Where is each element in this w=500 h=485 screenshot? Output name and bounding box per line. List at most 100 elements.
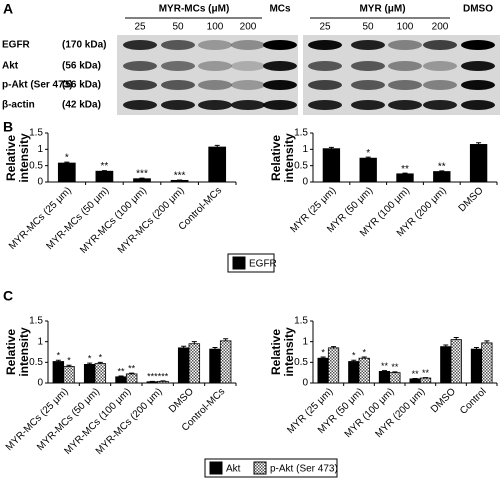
dose-label: 25	[134, 22, 146, 33]
blot-band	[231, 100, 265, 110]
blot-band	[123, 61, 157, 71]
blot-band	[161, 40, 195, 50]
bar	[115, 376, 127, 384]
blot-band	[388, 100, 422, 110]
blot-band	[231, 61, 265, 71]
significance-label: **	[438, 162, 446, 173]
error-bar	[328, 146, 334, 149]
significance-label: **	[381, 361, 389, 371]
protein-label: p-Akt (Ser 473)	[2, 80, 73, 91]
blot-band	[198, 80, 232, 90]
error-bar	[101, 170, 107, 172]
error-bar	[55, 359, 61, 362]
error-bar	[476, 142, 482, 145]
x-tick-label: MYR-MCs (25 μm)	[7, 185, 74, 252]
bar	[358, 357, 370, 384]
error-bar	[443, 344, 449, 347]
x-tick-label: DMSO	[429, 386, 458, 415]
blot-band	[308, 80, 342, 90]
bar	[57, 162, 76, 183]
bar	[481, 342, 493, 384]
legend-label: p-Akt (Ser 473)	[270, 464, 338, 475]
error-bar	[129, 372, 135, 374]
dose-label: 200	[432, 22, 449, 33]
size-label: (170 kDa)	[62, 40, 106, 51]
significance-label: *	[57, 351, 61, 361]
bar	[63, 366, 75, 384]
y-tick-label: 0	[302, 177, 308, 188]
group-title: MYR (μM)	[359, 4, 405, 15]
significance-label: *	[88, 354, 92, 364]
blot-band	[161, 80, 195, 90]
significance-label: *	[352, 351, 356, 361]
dose-label: 50	[172, 22, 184, 33]
legend-swatch	[253, 461, 267, 475]
blot-band	[308, 61, 342, 71]
blot-band	[388, 40, 422, 50]
blot-band	[461, 80, 495, 90]
dose-label: 50	[362, 22, 374, 33]
error-bar	[392, 371, 398, 373]
bar	[440, 346, 452, 384]
blot-band	[388, 80, 422, 90]
significance-label: **	[101, 161, 109, 172]
blot-band	[231, 40, 265, 50]
blot-band	[263, 61, 297, 71]
legend-label: Akt	[226, 464, 241, 475]
dose-label: 200	[240, 22, 257, 33]
y-axis-label: Relative intensity	[269, 327, 296, 377]
panel-label: B	[3, 119, 13, 135]
error-bar	[320, 356, 326, 359]
dose-label: 25	[319, 22, 331, 33]
dose-label: 100	[207, 22, 224, 33]
y-axis-label: Relative intensity	[269, 132, 296, 183]
bar	[177, 347, 190, 384]
significance-label: ***	[147, 372, 158, 382]
bar	[219, 340, 232, 384]
y-tick-label: 0	[37, 378, 43, 389]
error-bar	[484, 340, 490, 343]
bar	[146, 381, 159, 384]
significance-label: **	[422, 368, 430, 378]
blot-band	[308, 40, 342, 50]
error-bar	[473, 346, 479, 350]
y-tick-label: 1.5	[294, 316, 308, 327]
group-title: MYR-MCs (μM)	[159, 4, 230, 15]
bar	[188, 343, 201, 384]
protein-label: β-actin	[2, 100, 35, 111]
y-tick-label: 0.5	[294, 160, 308, 171]
bar	[208, 146, 227, 183]
error-bar	[64, 161, 70, 164]
blot-band	[161, 100, 195, 110]
y-tick-label: 1.5	[29, 128, 43, 139]
error-bar	[118, 375, 124, 377]
bar	[95, 170, 114, 183]
legend-box	[204, 458, 338, 478]
group-title: MCs	[269, 4, 291, 15]
error-bar	[87, 362, 93, 365]
blot-band	[351, 40, 385, 50]
blot-band	[123, 40, 157, 50]
x-tick-label: Control	[458, 386, 489, 417]
blot-band	[461, 100, 495, 110]
bar	[470, 348, 483, 384]
error-bar	[212, 346, 218, 350]
panel-label: C	[3, 288, 13, 304]
blot-band	[263, 100, 297, 110]
blot-band	[198, 40, 232, 50]
blot-band	[461, 40, 495, 50]
bar	[378, 371, 391, 384]
legend-swatch	[232, 256, 246, 270]
protein-label: Akt	[2, 61, 19, 72]
bar	[327, 347, 340, 384]
bar	[52, 361, 65, 384]
bar	[433, 171, 451, 183]
error-bar	[191, 341, 197, 344]
blot-band	[263, 40, 297, 50]
error-bar	[351, 359, 357, 362]
significance-label: **	[412, 369, 420, 379]
bar	[450, 339, 462, 384]
y-tick-label: 0.5	[29, 357, 43, 368]
bar	[359, 157, 377, 183]
